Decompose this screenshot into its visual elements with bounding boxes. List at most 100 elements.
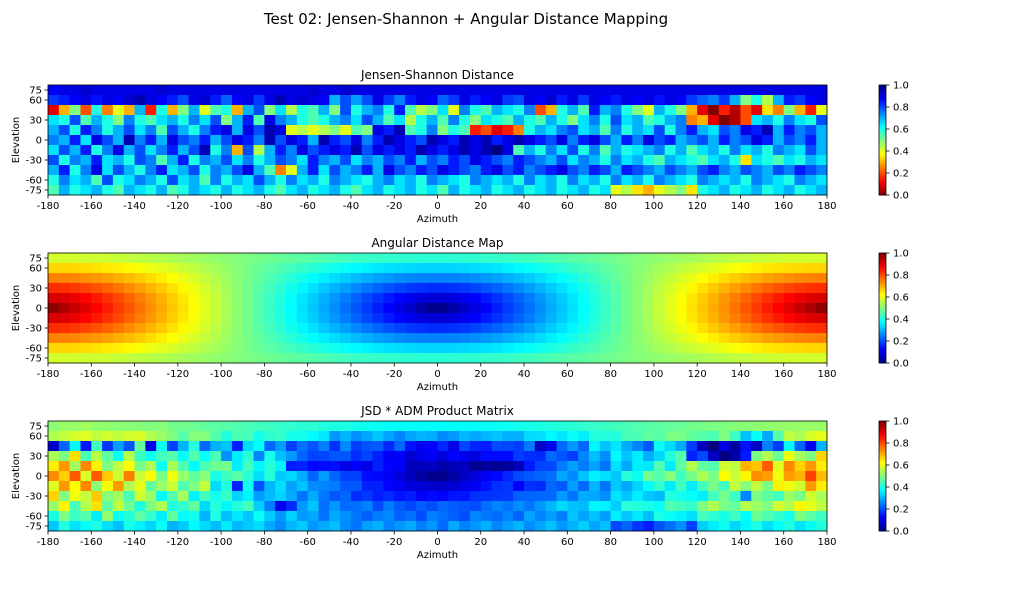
heatmap-cell [588,115,601,126]
heatmap-cell [177,353,190,364]
heatmap-cell [610,441,622,452]
heatmap-cell [383,333,395,344]
heatmap-cell [794,95,806,106]
heatmap-cell [729,511,741,522]
colorbar-segment [879,359,886,362]
heatmap-cell [156,471,168,482]
heatmap-cell [307,155,319,166]
heatmap-cell [112,471,125,482]
heatmap-cell [156,353,168,364]
heatmap-cell [48,303,60,314]
heatmap-cell [664,481,676,492]
heatmap-cell [502,95,514,106]
heatmap-cell [762,323,774,334]
heatmap-cell [664,115,676,126]
heatmap-cell [491,185,503,196]
heatmap-cell [567,263,579,274]
heatmap-cell [361,135,373,146]
x-tick-label: 20 [474,369,487,380]
heatmap-cell [588,313,601,324]
heatmap-cell [383,323,395,334]
heatmap-cell [524,431,536,442]
heatmap-cell [123,441,135,452]
x-tick-label: 40 [518,369,531,380]
heatmap-cell [394,333,406,344]
heatmap-cell [599,353,612,364]
heatmap-cell [275,323,287,334]
heatmap-cell [664,145,676,156]
heatmap-cell [275,481,287,492]
heatmap-cell [296,441,309,452]
heatmap-cell [621,105,633,116]
heatmap-cell [448,421,460,432]
heatmap-cell [686,283,698,294]
heatmap-cell [751,263,763,274]
heatmap-cell [643,333,655,344]
x-tick-label: -40 [343,201,359,212]
heatmap-cell [296,253,309,264]
heatmap-cell [697,263,709,274]
heatmap-cell [772,511,785,522]
heatmap-cell [415,353,428,364]
heatmap-cell [772,95,785,106]
heatmap-cell [751,343,763,354]
heatmap-cell [675,461,687,472]
colorbar-segment [879,140,886,143]
heatmap-cell [707,421,720,432]
colorbar-segment [879,309,886,313]
heatmap-cell [697,115,709,126]
heatmap-cell [816,165,828,176]
heatmap-cell [794,481,806,492]
heatmap-cell [307,323,319,334]
heatmap-cell [361,155,373,166]
heatmap-cell [707,461,720,472]
heatmap-cell [502,313,514,324]
colorbar-segment [879,256,886,259]
heatmap-cell [253,451,265,462]
heatmap-cell [394,313,406,324]
heatmap-cell [653,263,666,274]
heatmap-cell [134,293,146,304]
heatmap-cell [686,293,698,304]
heatmap-cell [80,303,92,314]
heatmap-cell [816,155,828,166]
heatmap-cell [188,185,200,196]
heatmap-cell [491,323,503,334]
heatmap-cell [718,155,731,166]
heatmap-cell [578,105,590,116]
colorbar-frame [878,420,887,532]
heatmap-cell [275,293,287,304]
heatmap-cell [242,85,254,96]
heatmap-cell [405,95,417,106]
heatmap-cell [253,333,265,344]
heatmap-cell [167,105,179,116]
heatmap-cell [156,283,168,294]
heatmap-cell [653,303,666,314]
heatmap-cell [772,125,785,136]
colorbar-segment [879,174,886,178]
heatmap-cell [772,421,785,432]
heatmap-cell [621,273,633,284]
heatmap-cell [188,283,200,294]
heatmap-cell [340,253,352,264]
heatmap-cell [102,323,114,334]
heatmap-cell [783,135,795,146]
heatmap-cell [286,145,298,156]
heatmap-cell [729,501,741,512]
heatmap-cell [491,293,503,304]
heatmap-cell [459,165,471,176]
heatmap-cell [199,441,211,452]
heatmap-cell [69,431,81,442]
heatmap-cell [112,253,125,264]
heatmap-cell [102,185,114,196]
heatmap-cell [567,273,579,284]
heatmap-cell [740,145,752,156]
heatmap-cell [599,85,612,96]
heatmap-cell [231,501,244,512]
heatmap-cell [242,501,254,512]
heatmap-cell [188,421,200,432]
heatmap-cell [491,333,503,344]
heatmap-cell [588,175,601,186]
heatmap-cell [199,165,211,176]
heatmap-cell [307,441,319,452]
